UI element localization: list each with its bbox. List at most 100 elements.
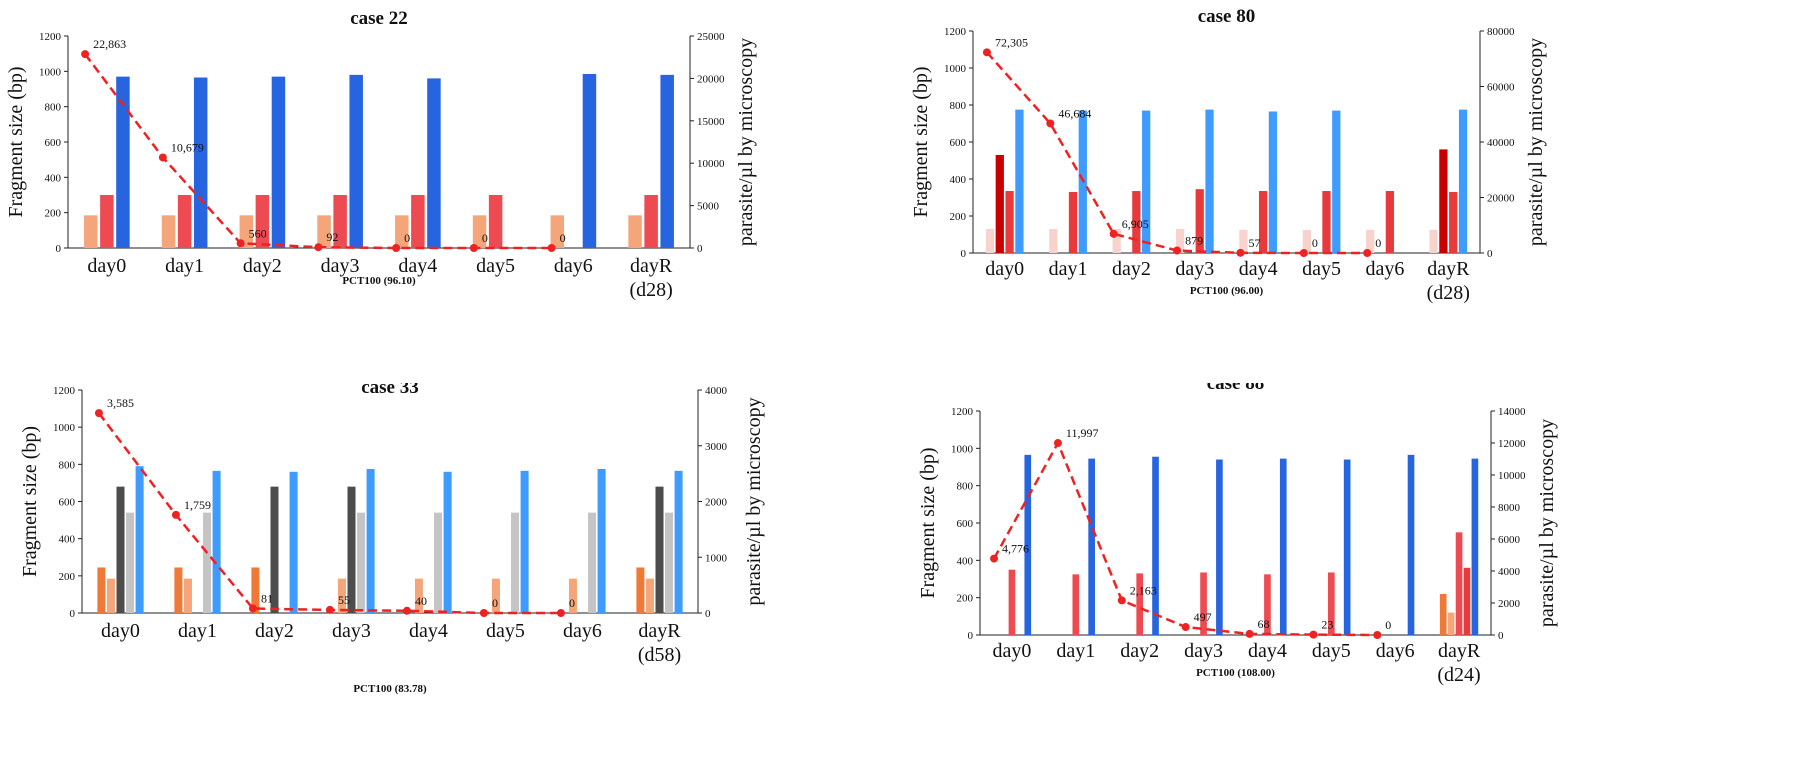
data-label: 92 [326,230,338,244]
bar [1239,229,1248,253]
data-label: 1,759 [184,498,211,512]
y-axis-title: Fragment size (bp) [5,66,27,217]
y-tick-label: 200 [59,571,76,583]
bar [582,73,597,248]
bar [472,215,487,248]
bar [1112,228,1121,253]
y2-tick-label: 10000 [1498,470,1526,482]
data-label: 68 [1258,617,1270,631]
bar [1132,191,1141,253]
bar [1332,110,1341,253]
x-tick-label: day2 [1120,640,1159,662]
y-tick-label: 200 [957,593,974,605]
y-tick-label: 600 [45,137,62,149]
x-tick-label: day3 [321,255,360,277]
parasite-count-line [986,51,1368,255]
bar [1152,456,1159,635]
y-tick-label: 600 [950,137,967,149]
y2-tick-label: 4000 [1498,566,1521,578]
bar [1327,572,1335,635]
y2-tick-label: 60000 [1487,82,1515,94]
chart-title: case 33 [361,383,419,398]
y2-tick-label: 40000 [1487,137,1515,149]
y-tick-label: 400 [45,172,62,184]
bar [597,468,606,613]
bar [550,215,565,248]
y-axis-title: Fragment size (bp) [910,66,932,217]
parasite-count-point [982,48,991,57]
bar [1015,109,1024,253]
y2-tick-label: 15000 [697,116,725,128]
bar [100,195,114,248]
parasite-count-point [1309,630,1318,639]
x-tick-label: day3 [1184,640,1223,662]
bar [411,195,425,248]
x-tick-label: day3 [332,620,371,642]
parasite-count-point [556,609,565,617]
y2-tick-label: 3000 [705,441,728,453]
bar [357,512,366,613]
data-label: 560 [249,226,267,240]
x-tick-label: day1 [165,255,204,277]
data-label: 55 [338,593,350,607]
data-label: 57 [1248,236,1260,250]
x-tick-label: day2 [243,255,282,277]
y-tick-label: 0 [961,248,967,260]
y2-tick-label: 4000 [705,385,728,397]
x-tick-label: day6 [1376,640,1415,662]
parasite-count-point [1236,248,1245,257]
bar [116,76,130,248]
bar [488,195,503,248]
parasite-count-point [94,409,103,418]
parasite-count-point [158,153,167,162]
bar [1072,574,1080,635]
parasite-count-point [402,606,411,615]
parasite-count-point [325,605,334,614]
parasite-count-line [992,440,1378,637]
x-tick-label: day4 [409,620,448,642]
bar [491,578,500,613]
data-label: 0 [404,231,410,245]
bar [1136,573,1144,635]
data-label: 0 [492,596,498,610]
data-label: 0 [482,231,488,245]
x-tick-label: dayR (d28) [1427,258,1470,304]
bar [174,567,183,613]
data-label: 6,905 [1122,217,1149,231]
bar [1264,574,1271,635]
y-tick-label: 400 [59,534,76,546]
y-tick-label: 400 [950,174,967,186]
data-label: 10,679 [171,140,204,154]
data-label: 81 [261,591,273,605]
parasite-count-line [97,412,561,615]
x-tick-label: day5 [1312,640,1351,662]
bar [427,78,441,249]
y2-tick-label: 0 [697,243,703,255]
y-tick-label: 600 [957,518,974,530]
y2-tick-label: 2000 [705,497,728,509]
bar [289,471,298,613]
bar [1455,532,1463,635]
bar [1005,191,1014,253]
y2-tick-label: 5000 [697,201,720,213]
parasite-count-point [1245,629,1254,638]
data-label: 0 [1312,236,1318,250]
y-tick-label: 200 [950,211,967,223]
x-tick-label: day4 [398,255,437,277]
bar [106,578,115,613]
bar [1279,458,1287,635]
bar [366,468,375,613]
bar [333,195,347,248]
y2-axis-title: parasite/µl by microscopy [1525,38,1547,246]
bar [349,74,363,248]
data-label: 0 [569,596,575,610]
parasite-count-point [248,604,257,613]
y2-axis-title: parasite/µl by microscopy [735,38,757,246]
y2-tick-label: 0 [1498,630,1504,642]
y-tick-label: 1200 [39,31,62,43]
bar [183,578,192,613]
parasite-count-point [479,609,488,617]
parasite-count-point [1046,119,1055,128]
chart-case-22: case 22 0 200 400 600 800 1000 1200 0 5000 10000 15… [5,8,757,301]
y-tick-label: 800 [45,102,62,114]
